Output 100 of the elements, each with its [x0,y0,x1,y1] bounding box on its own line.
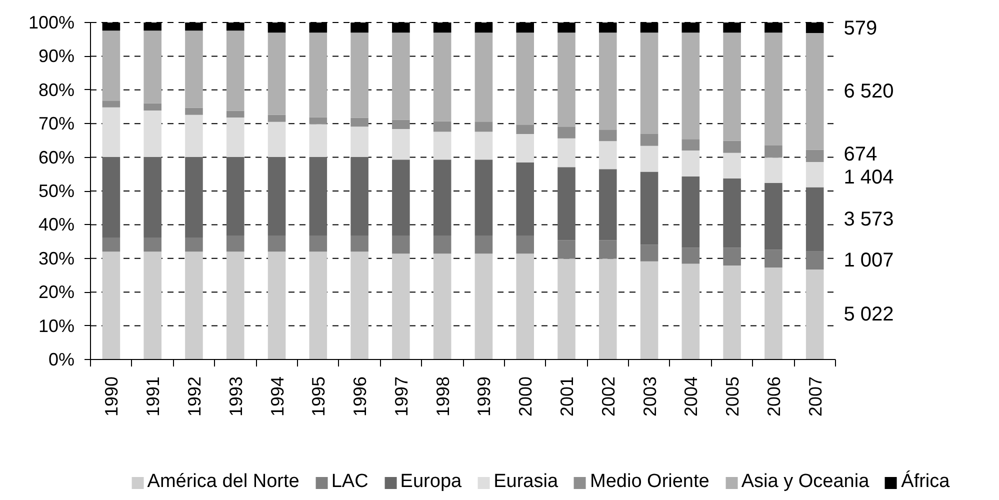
bar [558,126,576,138]
bar [309,156,328,236]
bar [102,30,120,101]
y-tick-label: 90% [38,46,75,66]
bar [516,134,534,162]
bar [764,32,782,146]
bar [102,107,120,157]
x-tick-label: 2003 [640,376,660,417]
legend-label: Asia y Oceania [741,471,870,493]
bar [144,103,162,110]
bar [350,156,368,236]
x-tick-label: 1993 [226,376,246,417]
text: 6 520 [844,80,894,102]
legend-label: África [901,471,950,493]
x-tick-label: 2006 [764,376,784,417]
bar [723,152,741,179]
bar [474,132,493,160]
bar [226,235,244,252]
bar [226,252,244,360]
bar [598,240,617,259]
bar [682,32,700,140]
bar [309,252,328,360]
text: 5 022 [844,304,894,326]
y-tick-label: 100% [28,12,75,32]
bar [474,235,493,254]
bar [144,110,162,157]
y-tick-label: 0% [48,350,74,370]
bar [185,252,203,360]
bar [433,132,452,160]
y-tick-label: 40% [38,214,75,235]
bar [433,235,452,254]
x-tick-label: 2005 [722,376,743,417]
bar [309,235,328,252]
bar [350,126,368,157]
bar [350,235,368,252]
bar [102,238,120,252]
bar [764,250,782,268]
x-tick-label: 1991 [143,376,164,417]
bar [516,235,534,254]
bar [474,254,493,360]
bar [640,32,658,134]
bar [144,238,162,252]
bar [682,150,700,177]
bar [350,118,368,127]
bar [558,32,576,127]
bar [558,138,576,168]
legend-label: América del Norte [147,471,300,493]
bar [516,124,534,134]
bar [764,268,782,360]
bar [723,265,741,360]
y-tick-label: 50% [38,181,75,201]
bar [723,248,741,266]
bar [392,254,410,360]
bar [640,261,658,360]
bar [144,30,162,104]
bar [268,32,286,115]
bar [598,258,617,360]
bar [392,32,410,120]
text: 1 007 [844,249,894,272]
bar [516,254,534,360]
bar [640,172,658,245]
bar [474,122,493,132]
x-tick-label: 2002 [598,376,618,417]
x-tick-label: 2007 [805,376,826,417]
bar [806,251,824,270]
text: 3 573 [844,208,894,230]
bar [558,240,576,259]
bar [433,160,452,236]
bar [723,140,741,153]
bar [185,114,203,157]
bar [350,252,368,360]
y-tick-label: 30% [38,248,75,268]
bar [226,118,244,157]
bar [433,32,452,122]
bar [516,162,534,236]
bar [226,156,244,236]
y-tick-label: 20% [38,282,75,302]
bar [185,108,203,115]
y-tick-label: 70% [38,114,75,134]
bar [598,169,617,240]
y-tick-label: 10% [38,316,75,336]
bar [598,32,617,130]
y-tick-label: 60% [38,147,75,168]
bar [268,156,286,236]
bar [764,158,782,183]
bar [392,160,410,236]
bar [392,128,410,160]
bar [640,146,658,172]
x-tick-label: 1994 [267,376,288,417]
bar [102,100,120,108]
bar [185,156,203,238]
bar [350,32,368,118]
bar [309,117,328,124]
x-tick-label: 1998 [432,376,453,417]
bar [806,162,824,188]
bar [682,264,700,360]
bar [806,150,824,162]
bar [268,114,286,122]
bar [102,156,120,238]
bar [185,238,203,252]
